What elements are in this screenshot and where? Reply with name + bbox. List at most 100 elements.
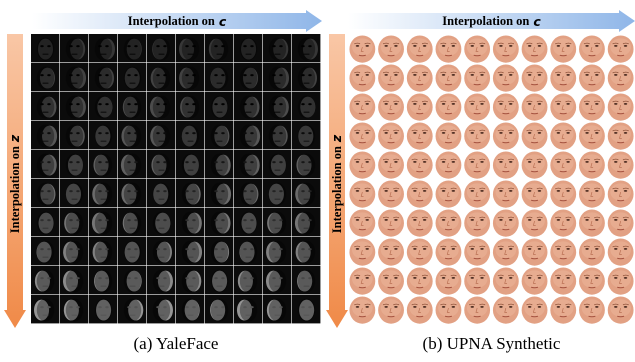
face-tile [348, 179, 377, 208]
face-tile [434, 34, 463, 63]
face-tile [118, 295, 147, 324]
face-tile [520, 92, 549, 121]
face-tile [31, 237, 60, 266]
side-arrow-text-b: Interpolation on [330, 146, 344, 234]
side-arrow-text-a: Interpolation on [8, 146, 22, 234]
face-tile [491, 63, 520, 92]
face-tile [606, 150, 635, 179]
face-tile [348, 34, 377, 63]
top-arrow-a [32, 10, 322, 32]
face-tile [520, 150, 549, 179]
face-tile [147, 150, 176, 179]
face-tile [462, 266, 491, 295]
face-tile [176, 34, 205, 63]
face-tile [234, 63, 263, 92]
face-tile [205, 92, 234, 121]
face-tile [606, 179, 635, 208]
caption-b: (b) UPNA Synthetic [422, 334, 561, 353]
face-tile [60, 179, 89, 208]
face-tile [89, 266, 118, 295]
face-tile [462, 179, 491, 208]
face-tile [405, 208, 434, 237]
face-tile [462, 34, 491, 63]
face-tile [462, 237, 491, 266]
face-tile [606, 208, 635, 237]
face-tile [405, 92, 434, 121]
figure-panel-upna: Interpolation on c Interpolation on z (b) … [326, 0, 635, 362]
face-tile [263, 34, 292, 63]
face-tile [176, 92, 205, 121]
face-tile [376, 150, 405, 179]
face-tile [263, 237, 292, 266]
face-tile [205, 266, 234, 295]
face-tile [548, 208, 577, 237]
face-tile [147, 208, 176, 237]
face-tile [405, 150, 434, 179]
face-tile [234, 92, 263, 121]
face-tile [234, 208, 263, 237]
face-tile [176, 208, 205, 237]
face-tile [491, 150, 520, 179]
face-tile [577, 179, 606, 208]
face-tile [205, 63, 234, 92]
face-tile [434, 208, 463, 237]
face-tile [147, 63, 176, 92]
face-tile [434, 295, 463, 324]
face-tile [462, 92, 491, 121]
face-tile [60, 208, 89, 237]
face-tile [292, 150, 321, 179]
face-tile [577, 237, 606, 266]
face-tile [606, 237, 635, 266]
face-tile [205, 208, 234, 237]
face-tile [89, 295, 118, 324]
face-tile [434, 237, 463, 266]
face-tile [462, 208, 491, 237]
face-tile [147, 34, 176, 63]
face-tile [31, 63, 60, 92]
face-tile [606, 34, 635, 63]
face-tile [118, 34, 147, 63]
face-tile [491, 237, 520, 266]
face-tile [491, 34, 520, 63]
face-tile [606, 295, 635, 324]
side-arrow-a [4, 34, 26, 328]
face-tile [376, 237, 405, 266]
face-tile [263, 121, 292, 150]
face-tile [548, 179, 577, 208]
face-tile [176, 179, 205, 208]
face-tile [606, 266, 635, 295]
face-tile [89, 34, 118, 63]
face-tile [577, 92, 606, 121]
face-tile [176, 266, 205, 295]
face-tile [118, 179, 147, 208]
face-tile [263, 179, 292, 208]
face-tile [31, 208, 60, 237]
side-arrow-var-b: z [329, 134, 344, 143]
face-tile [118, 266, 147, 295]
face-tile [548, 92, 577, 121]
face-tile [176, 63, 205, 92]
face-tile [348, 208, 377, 237]
face-tile [548, 63, 577, 92]
face-tile [348, 295, 377, 324]
face-tile [292, 63, 321, 92]
face-tile [434, 266, 463, 295]
face-tile [89, 150, 118, 179]
face-tile [31, 121, 60, 150]
face-tile [491, 266, 520, 295]
face-tile [405, 295, 434, 324]
face-tile [520, 266, 549, 295]
caption-a: (a) YaleFace [133, 334, 219, 353]
face-tile [491, 92, 520, 121]
top-arrow-label-b: Interpolation on c [348, 10, 635, 32]
face-tile [462, 150, 491, 179]
face-tile [89, 92, 118, 121]
face-tile [376, 295, 405, 324]
face-tile [434, 121, 463, 150]
face-tile [548, 295, 577, 324]
face-tile [376, 179, 405, 208]
face-tile [60, 150, 89, 179]
face-tile [348, 63, 377, 92]
face-tile [292, 92, 321, 121]
face-tile [31, 34, 60, 63]
